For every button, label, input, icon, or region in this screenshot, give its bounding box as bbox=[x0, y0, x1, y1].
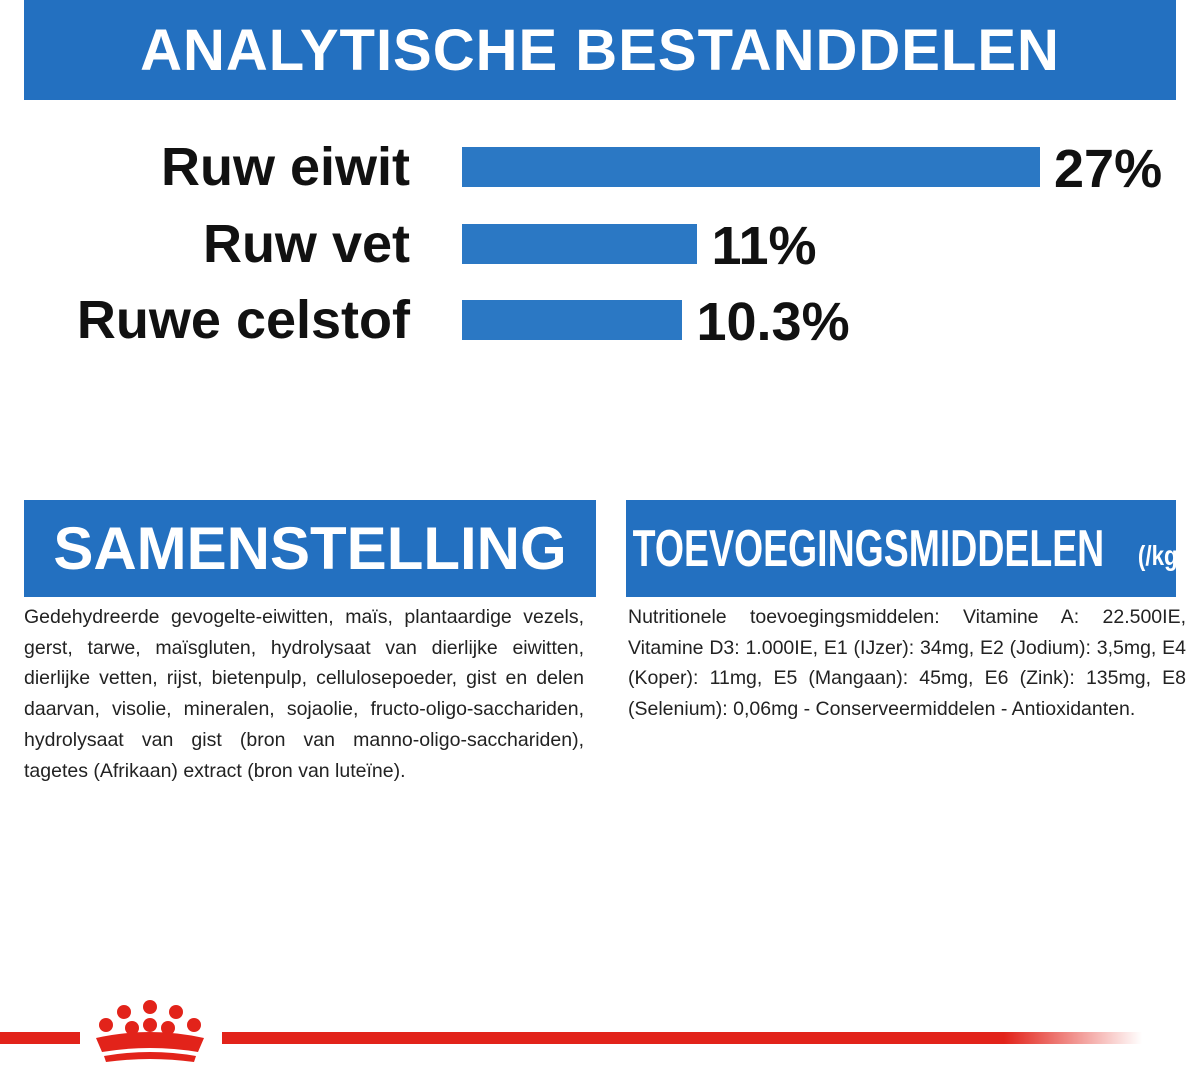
bar bbox=[462, 223, 698, 264]
composition-title: SAMENSTELLING bbox=[24, 500, 596, 597]
category-label: Ruwe celstof bbox=[76, 290, 410, 350]
bar bbox=[462, 300, 683, 340]
bar bbox=[462, 147, 1040, 187]
category-label: Ruw eiwit bbox=[160, 137, 410, 197]
crown-logo bbox=[96, 1000, 204, 1062]
value-label: 11% bbox=[711, 215, 817, 276]
chart-title: ANALYTISCHE BESTANDDELEN bbox=[24, 0, 1176, 100]
additives-unit: (/kg) bbox=[1137, 539, 1176, 571]
category-label: Ruw vet bbox=[202, 213, 410, 274]
additives-text: Nutritionele toevoegingsmiddelen: Vitami… bbox=[628, 606, 1186, 721]
value-label: 10.3% bbox=[696, 292, 850, 352]
footer-brand bbox=[0, 1000, 1142, 1062]
brand-line bbox=[222, 1032, 1142, 1044]
additives-title: TOEVOEGINGSMIDDELEN bbox=[632, 519, 1105, 578]
additives-banner: TOEVOEGINGSMIDDELEN (/kg) bbox=[626, 500, 1176, 597]
composition-text: Gedehydreerde gevogelte-eiwitten, maïs, … bbox=[24, 606, 584, 782]
value-label: 27% bbox=[1054, 139, 1163, 199]
brand-line-left bbox=[0, 1032, 80, 1044]
